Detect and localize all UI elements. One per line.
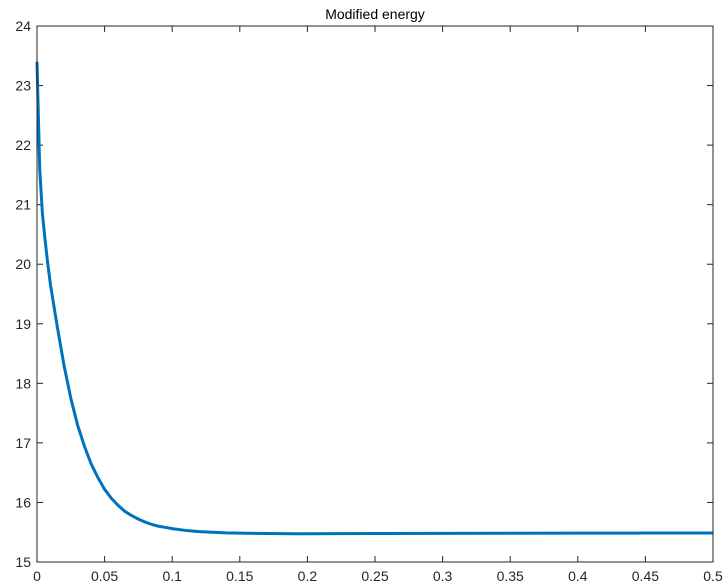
x-tick-label: 0 — [33, 568, 41, 584]
tick-labels: 0 0.05 0.1 0.15 0.2 0.25 0.3 0.35 0.4 0.45 0.5 15 16… — [15, 18, 723, 584]
x-tick-label: 0.1 — [162, 568, 182, 584]
series-group — [35, 61, 714, 536]
y-tick-label: 23 — [15, 78, 31, 94]
y-tick-label: 22 — [15, 137, 31, 153]
x-tick-label: 0.3 — [433, 568, 453, 584]
y-tick-label: 24 — [15, 18, 31, 34]
plot-area — [37, 26, 713, 562]
y-tick-label: 18 — [15, 375, 31, 391]
x-tick-label: 0.4 — [568, 568, 588, 584]
x-tick-label: 0.2 — [298, 568, 318, 584]
y-tick-label: 19 — [15, 316, 31, 332]
series-line — [35, 61, 714, 536]
y-tick-label: 15 — [15, 554, 31, 570]
x-tick-label: 0.35 — [497, 568, 524, 584]
y-tick-label: 17 — [15, 435, 31, 451]
y-tick-label: 20 — [15, 256, 31, 272]
x-tick-label: 0.25 — [361, 568, 388, 584]
y-tick-label: 21 — [15, 197, 31, 213]
x-tick-label: 0.45 — [632, 568, 659, 584]
plot-frame — [36, 25, 714, 563]
chart-title: Modified energy — [325, 6, 425, 22]
x-tick-label: 0.15 — [226, 568, 253, 584]
x-tick-label: 0.5 — [703, 568, 723, 584]
x-tick-label: 0.05 — [91, 568, 118, 584]
y-tick-label: 16 — [15, 494, 31, 510]
